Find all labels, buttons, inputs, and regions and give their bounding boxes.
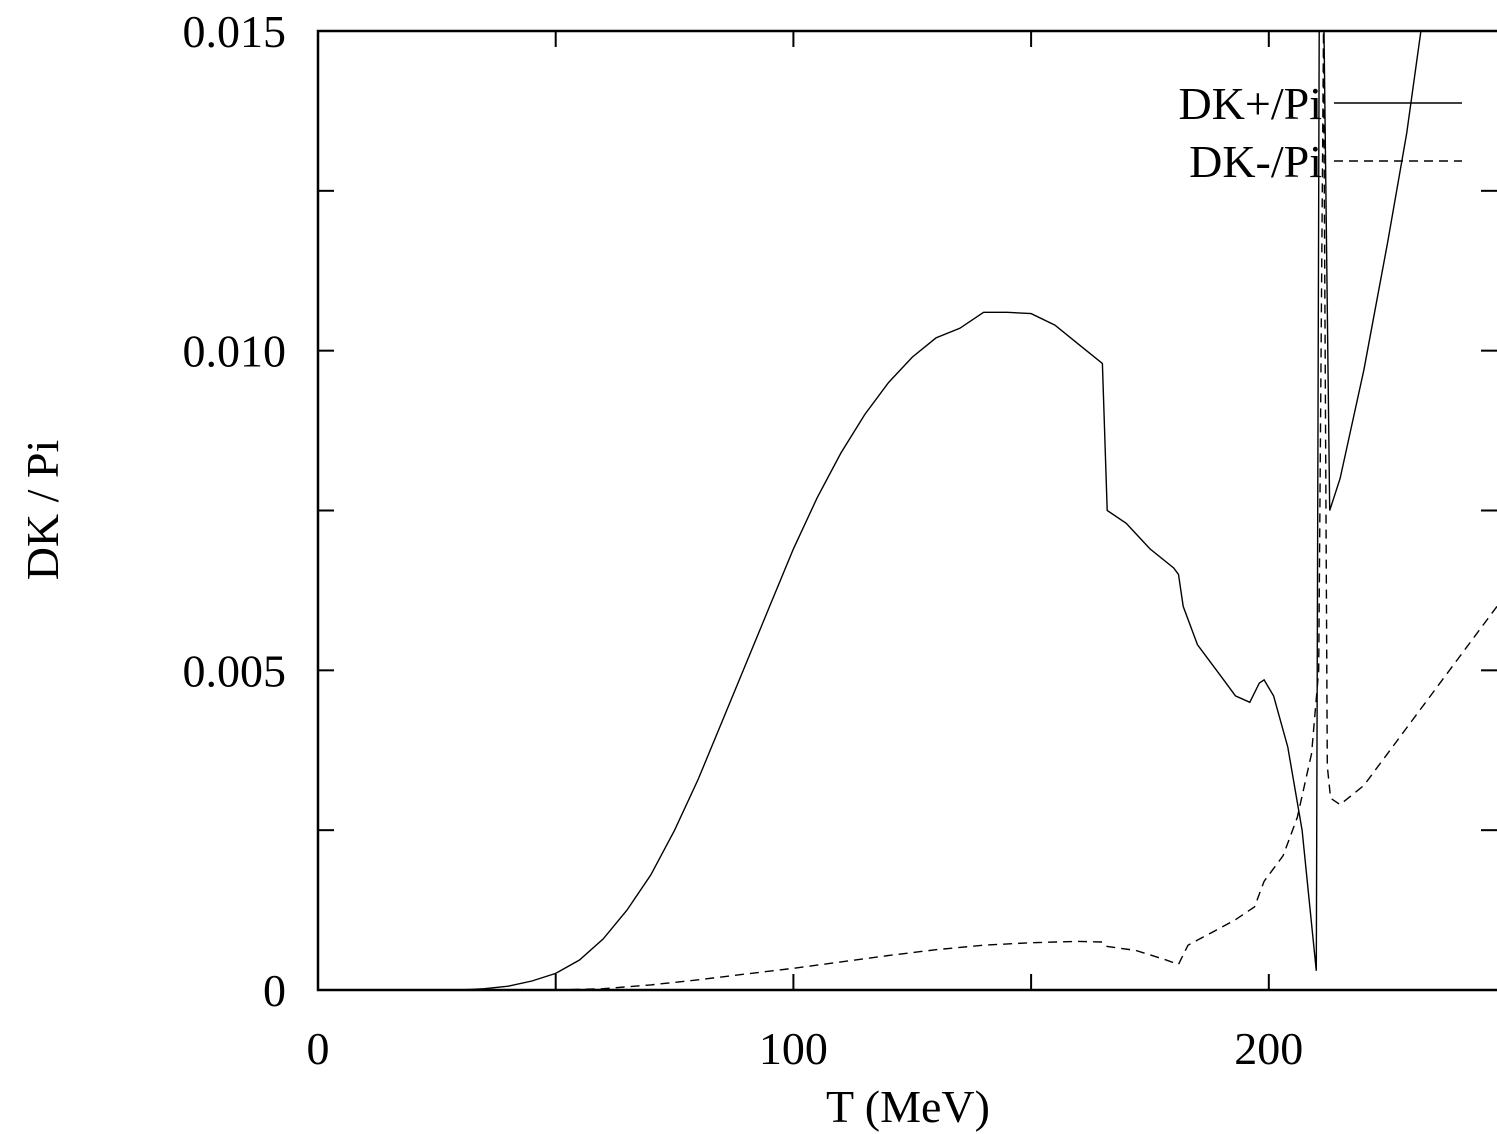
x-tick-label: 100 [759, 1023, 828, 1074]
y-tick-label: 0 [263, 965, 286, 1016]
legend-label-2: DK-/Pi [1189, 136, 1322, 187]
y-tick-label: 0.015 [183, 6, 287, 57]
x-axis-label: T (MeV) [826, 1081, 990, 1132]
series-line-2 [555, 31, 1497, 990]
x-tick-label: 0 [307, 1023, 330, 1074]
y-tick-label: 0.005 [183, 645, 287, 696]
legend: DK+/Pi DK-/Pi [1178, 78, 1462, 187]
y-axis-label: DK / Pi [17, 440, 68, 581]
legend-label-1: DK+/Pi [1178, 78, 1322, 129]
axis-ticks [317, 30, 1497, 991]
series-group [460, 31, 1497, 990]
tick-labels: 0 100 200 0 0.005 0.010 0.015 [183, 6, 1304, 1074]
y-tick-label: 0.010 [183, 326, 287, 377]
x-tick-label: 200 [1234, 1023, 1303, 1074]
series-line-1 [460, 31, 1422, 990]
